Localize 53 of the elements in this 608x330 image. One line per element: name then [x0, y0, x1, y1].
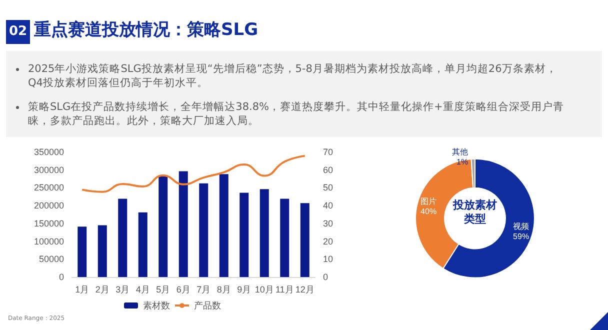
bar: [260, 189, 269, 277]
data-label: 59%: [513, 232, 530, 242]
slice-label: 其他: [452, 147, 468, 156]
text: 2025年小游戏策略SLG投放素材呈现“先增后稳”态势，5-8月暑期档为素材投放高峰，单月均超26万条素材，Q4投放素材回落但仍高于年初水平。: [28, 62, 558, 90]
line-series: [81, 154, 306, 193]
y-tick-label: 200000: [34, 200, 64, 211]
y-tick-label: 100000: [34, 236, 64, 246]
x-tick-label: 10月: [254, 284, 274, 294]
bar: [118, 198, 128, 277]
bar: [158, 176, 168, 277]
slice-label: 视频: [513, 222, 530, 232]
x-tick-label: 7月: [196, 284, 211, 294]
bar: [178, 171, 188, 277]
y-tick-label: 0: [58, 272, 64, 282]
x-tick-label: 9月: [237, 284, 252, 294]
slice-label: 图片: [420, 196, 437, 206]
x-tick-label: 3月: [116, 284, 130, 294]
y2-tick-label: 70: [323, 147, 334, 157]
y-tick-label: 150000: [34, 218, 64, 228]
bar: [219, 174, 228, 277]
x-tick-label: 12月: [295, 284, 314, 294]
y2-tick-label: 0: [323, 272, 328, 282]
bar: [98, 225, 107, 277]
bar: [138, 212, 148, 277]
bar: [300, 203, 310, 277]
y2-tick-label: 10: [323, 254, 334, 264]
y-tick-label: 250000: [34, 182, 64, 193]
legend-label: 产品数: [194, 300, 221, 310]
bar: [280, 198, 290, 277]
x-tick-label: 2月: [95, 284, 110, 294]
y2-tick-label: 20: [323, 236, 334, 246]
y-tick-label: 50000: [38, 254, 64, 264]
bar: [199, 183, 208, 277]
text: 投放素材类型: [452, 198, 497, 226]
bar: [240, 192, 249, 277]
y2-tick-label: 40: [323, 200, 334, 211]
legend-label: 素材数: [143, 300, 170, 310]
x-tick-label: 1月: [75, 284, 90, 294]
text: 02: [6, 20, 30, 44]
y-tick-label: 350000: [34, 147, 64, 157]
data-label: 40%: [420, 206, 437, 216]
y2-tick-label: 50: [323, 182, 334, 193]
x-tick-label: 8月: [216, 284, 231, 294]
text: 策略SLG在投产品数持续增长，全年增幅达38.8%，赛道热度攀升。其中轻量化操作+重度策略组合深受用户青睐，多款产品跑出。此外，策略大厂加速入局。: [28, 100, 565, 128]
x-tick-label: 11月: [275, 284, 294, 294]
x-tick-label: 4月: [136, 284, 150, 294]
y2-tick-label: 30: [323, 218, 334, 228]
chart-title: 重点赛道投放情况：策略SLG: [34, 19, 258, 41]
y2-tick-label: 60: [323, 164, 334, 175]
y-tick-label: 300000: [34, 164, 64, 175]
bar: [78, 226, 87, 277]
x-tick-label: 5月: [156, 284, 170, 294]
x-tick-label: 6月: [176, 284, 190, 294]
